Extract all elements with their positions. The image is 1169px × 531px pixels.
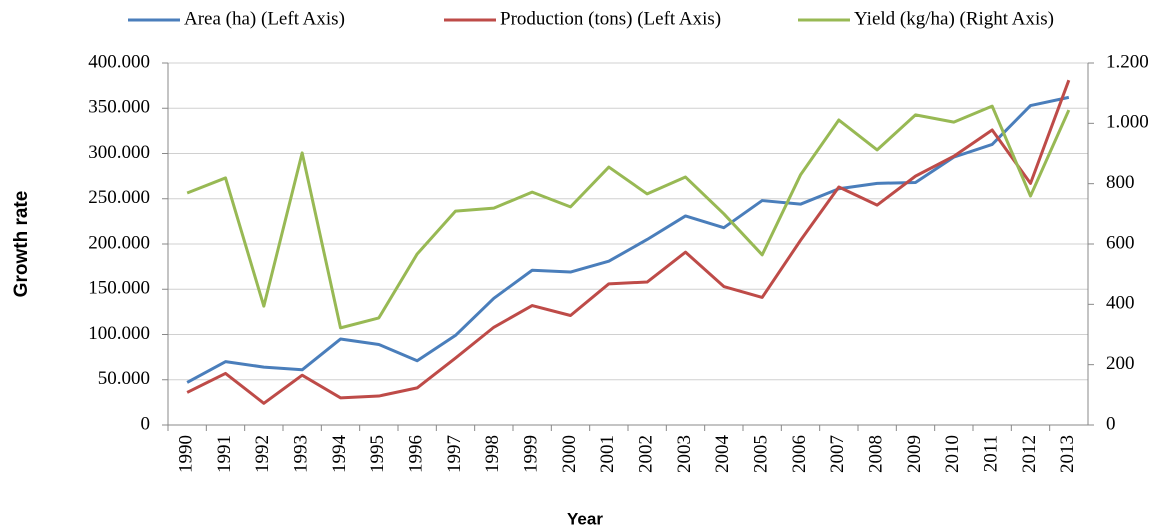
y-axis-label: Growth rate	[11, 191, 32, 298]
y2-tick-label: 400	[1106, 293, 1135, 314]
x-axis-label: Year	[567, 509, 603, 528]
x-tick-label: 1993	[291, 435, 312, 473]
x-tick-label: 2011	[981, 435, 1002, 472]
y-tick-label: 200.000	[88, 232, 150, 253]
y-tick-label: 400.000	[88, 51, 150, 72]
y2-tick-label: 0	[1106, 413, 1116, 434]
y-tick-label: 50.000	[98, 368, 150, 389]
legend-label: Yield (kg/ha) (Right Axis)	[854, 8, 1054, 29]
x-tick-label: 2001	[597, 435, 618, 473]
x-tick-label: 2002	[636, 435, 657, 473]
x-tick-label: 1998	[482, 435, 503, 473]
x-tick-label: 1999	[521, 435, 542, 473]
y-tick-label: 250.000	[88, 187, 150, 208]
series-line	[186, 79, 1071, 405]
x-tick-label: 1997	[444, 435, 465, 473]
y-tick-label: 350.000	[88, 97, 150, 118]
x-tick-label: 1995	[367, 435, 388, 473]
x-tick-label: 1991	[214, 435, 235, 473]
x-tick-label: 2009	[904, 435, 925, 473]
series-line	[186, 95, 1070, 384]
x-tick-label: 2000	[559, 435, 580, 473]
y2-tick-label: 800	[1106, 172, 1135, 193]
x-tick-label: 2005	[751, 435, 772, 473]
series-line	[186, 104, 1071, 330]
y2-tick-label: 600	[1106, 232, 1135, 253]
y2-tick-label: 1.000	[1106, 112, 1149, 133]
x-tick-label: 2007	[827, 435, 848, 473]
x-tick-label: 1996	[406, 435, 427, 473]
y-tick-label: 0	[141, 413, 151, 434]
x-tick-label: 2010	[942, 435, 963, 473]
legend-label: Production (tons) (Left Axis)	[500, 8, 721, 29]
y2-tick-label: 1.200	[1106, 51, 1149, 72]
x-tick-label: 2012	[1019, 435, 1040, 473]
y-tick-label: 100.000	[88, 323, 150, 344]
x-tick-label: 1990	[176, 435, 197, 473]
x-tick-label: 2004	[712, 435, 733, 474]
x-tick-label: 2008	[866, 435, 887, 473]
legend-label: Area (ha) (Left Axis)	[184, 8, 345, 29]
x-tick-label: 1992	[252, 435, 273, 473]
x-tick-label: 2013	[1057, 435, 1078, 473]
y-tick-label: 150.000	[88, 278, 150, 299]
x-tick-label: 2003	[674, 435, 695, 473]
y-tick-label: 300.000	[88, 142, 150, 163]
x-tick-label: 2006	[789, 435, 810, 473]
y2-tick-label: 200	[1106, 353, 1135, 374]
x-tick-label: 1994	[329, 435, 350, 474]
